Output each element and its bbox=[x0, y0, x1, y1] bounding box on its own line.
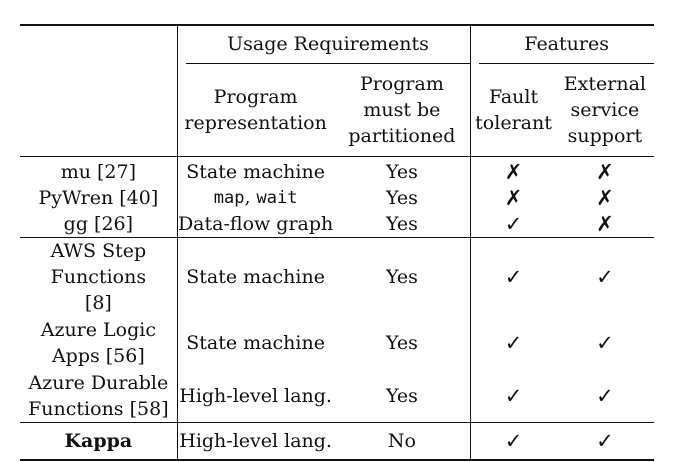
repr-code-wait: wait bbox=[256, 188, 298, 208]
empty-corner bbox=[20, 25, 177, 64]
table-row-kappa: Kappa High-level lang. No ✓ ✓ bbox=[20, 422, 654, 460]
system-cell: AWS Step Functions [8] bbox=[50, 240, 147, 314]
system-cell: mu [27] bbox=[60, 160, 137, 183]
col-partitioned-header: Program must be partitioned bbox=[348, 73, 456, 147]
part-cell: Yes bbox=[385, 331, 418, 354]
fault-mark: ✗ bbox=[470, 185, 556, 211]
repr-cell: High-level lang. bbox=[176, 422, 334, 460]
part-cell: Yes bbox=[385, 186, 418, 209]
external-mark: ✗ bbox=[596, 159, 614, 184]
column-header-row: Program representation Program must be p… bbox=[20, 64, 654, 157]
repr-cell: map, wait bbox=[176, 185, 334, 211]
table-row: Azure Logic Apps [56] State machine Yes … bbox=[20, 316, 654, 369]
col-representation-header: Program representation bbox=[176, 64, 334, 157]
system-cell: Azure Logic Apps [56] bbox=[40, 318, 156, 367]
external-mark: ✗ bbox=[596, 211, 614, 236]
external-mark: ✓ bbox=[596, 265, 614, 289]
part-cell: Yes bbox=[385, 160, 418, 183]
part-cell: No bbox=[387, 429, 416, 452]
repr-cell: High-level lang. bbox=[176, 369, 334, 423]
empty-corner-2 bbox=[20, 64, 177, 157]
fault-mark: ✓ bbox=[470, 422, 556, 460]
part-cell: Yes bbox=[385, 384, 418, 407]
repr-cell: State machine bbox=[176, 237, 334, 316]
fault-mark: ✗ bbox=[470, 156, 556, 185]
table-row: mu [27] State machine Yes ✗ ✗ bbox=[20, 156, 654, 185]
external-mark: ✓ bbox=[596, 383, 614, 408]
system-cell: gg [26] bbox=[63, 212, 134, 235]
fault-mark: ✓ bbox=[470, 316, 556, 369]
part-cell: Yes bbox=[385, 212, 418, 235]
repr-separator: , bbox=[244, 186, 257, 208]
group-features-label: Features bbox=[479, 26, 654, 64]
fault-mark: ✓ bbox=[470, 237, 556, 316]
col-external-header: External service support bbox=[563, 73, 646, 147]
system-cell: PyWren [40] bbox=[38, 186, 159, 209]
group-features-cell: Features bbox=[470, 25, 654, 64]
repr-cell: State machine bbox=[176, 156, 334, 185]
part-cell: Yes bbox=[385, 266, 418, 288]
table-row: Azure Durable Functions [58] High-level … bbox=[20, 369, 654, 423]
comparison-table: Usage Requirements Features Program repr… bbox=[20, 24, 654, 461]
repr-cell: Data-flow graph bbox=[176, 211, 334, 238]
col-fault-header: Fault tolerant bbox=[470, 64, 556, 157]
table-row: AWS Step Functions [8] State machine Yes… bbox=[20, 237, 654, 316]
fault-mark: ✓ bbox=[470, 211, 556, 238]
table-row: PyWren [40] map, wait Yes ✗ ✗ bbox=[20, 185, 654, 211]
system-cell: Kappa bbox=[64, 429, 133, 452]
system-cell: Azure Durable Functions [58] bbox=[28, 371, 169, 420]
repr-code-map: map bbox=[213, 188, 245, 208]
group-header-row: Usage Requirements Features bbox=[20, 25, 654, 64]
fault-mark: ✓ bbox=[470, 369, 556, 423]
group-usage-label: Usage Requirements bbox=[185, 26, 471, 64]
external-mark: ✗ bbox=[596, 185, 614, 210]
group-usage-cell: Usage Requirements bbox=[176, 25, 471, 64]
external-mark: ✓ bbox=[596, 428, 614, 453]
external-mark: ✓ bbox=[596, 330, 614, 355]
table-row: gg [26] Data-flow graph Yes ✓ ✗ bbox=[20, 211, 654, 238]
repr-cell: State machine bbox=[176, 316, 334, 369]
